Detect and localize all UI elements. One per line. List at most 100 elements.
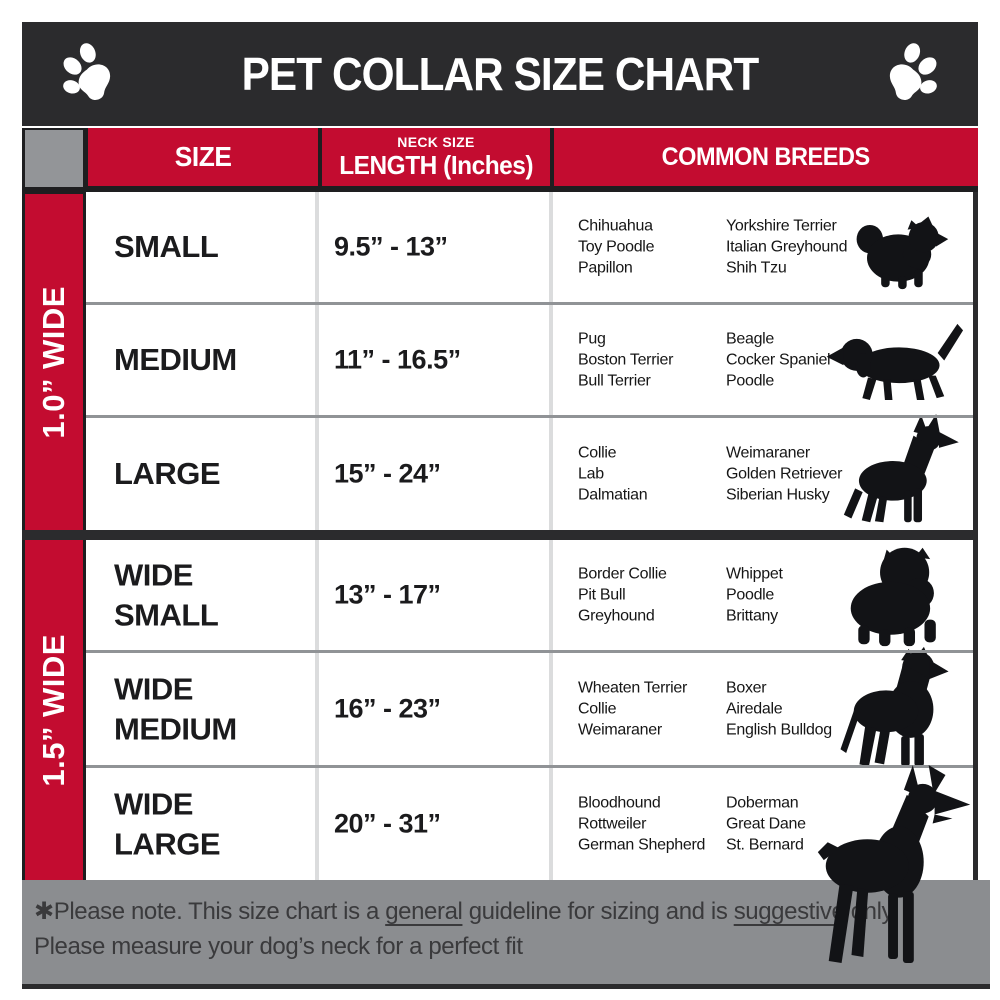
- breed: German Shepherd: [578, 836, 706, 854]
- bulldog-dog-icon: [850, 547, 936, 647]
- breed: Collie: [578, 700, 617, 718]
- doberman-dog-icon: [817, 765, 971, 963]
- breed: Border Collie: [578, 565, 667, 583]
- breed: Poodle: [726, 372, 775, 390]
- breed: Chihuahua: [578, 217, 653, 235]
- table-row-wide-small: WIDE SMALL 13” - 17” Border Collie Pit B…: [86, 540, 973, 650]
- breed: Weimaraner: [578, 721, 662, 739]
- page-title: PET COLLAR SIZE CHART: [241, 48, 760, 100]
- table-row-wide-large: WIDE LARGE 20” - 31” Bloodhound Rottweil…: [86, 768, 973, 880]
- footnote-underlined: suggestive: [733, 898, 845, 925]
- breed: Pit Bull: [578, 586, 626, 604]
- breed: Golden Retriever: [726, 465, 843, 483]
- footnote-text: Please note. This size chart is a: [53, 898, 386, 925]
- footnote-line-1: ✱Please note. This size chart is a gener…: [34, 894, 990, 929]
- size-label: WIDE MEDIUM: [114, 671, 237, 746]
- breed: English Bulldog: [726, 721, 832, 739]
- header-size-label: SIZE: [174, 141, 232, 172]
- neck-length-value: 16” - 23”: [334, 693, 441, 724]
- breed: Boxer: [726, 679, 767, 697]
- breed: Bull Terrier: [578, 372, 651, 390]
- table-header: SIZE NECK SIZE LENGTH (Inches) COMMON BR…: [86, 128, 978, 192]
- header-breeds-label: COMMON BREEDS: [661, 142, 871, 171]
- breeds-column-1: Border Collie Pit Bull Greyhound: [578, 564, 724, 627]
- breeds-column-1: Wheaten Terrier Collie Weimaraner: [578, 678, 724, 741]
- size-label: WIDE SMALL: [114, 557, 219, 632]
- breeds-column-2: Beagle Cocker Spaniel Poodle: [726, 329, 878, 392]
- corner-cell: [25, 130, 83, 187]
- breed: Great Dane: [726, 815, 806, 833]
- header-size: SIZE: [88, 128, 318, 186]
- breed: Collie: [578, 444, 617, 462]
- breeds-column-2: Doberman Great Dane St. Bernard: [726, 793, 878, 856]
- breeds-column-1: Pug Boston Terrier Bull Terrier: [578, 329, 724, 392]
- breeds-column-2: Boxer Airedale English Bulldog: [726, 678, 878, 741]
- breed: Pug: [578, 330, 606, 348]
- band-label: 1.5” WIDE: [36, 633, 71, 787]
- band-label: 1.0” WIDE: [36, 285, 71, 439]
- breed: Airedale: [726, 700, 783, 718]
- breed: Lab: [578, 465, 604, 483]
- breed: Boston Terrier: [578, 351, 674, 369]
- size-label: SMALL: [114, 229, 219, 265]
- table-row-small: SMALL 9.5” - 13” Chihuahua Toy Poodle Pa…: [86, 192, 973, 302]
- breed: Cocker Spaniel: [726, 351, 831, 369]
- asterisk-icon: ✱: [34, 898, 54, 925]
- breed: Italian Greyhound: [726, 238, 848, 256]
- table-row-medium: MEDIUM 11” - 16.5” Pug Boston Terrier Bu…: [86, 305, 973, 415]
- header-common-breeds: COMMON BREEDS: [554, 128, 978, 186]
- table-row-wide-medium: WIDE MEDIUM 16” - 23” Wheaten Terrier Co…: [86, 646, 973, 767]
- pomeranian-dog-icon: [856, 216, 949, 290]
- section-divider: [22, 530, 978, 540]
- breed: Papillon: [578, 259, 633, 277]
- header-length-label: LENGTH (Inches): [339, 149, 533, 180]
- size-label: MEDIUM: [114, 342, 237, 378]
- breed: Poodle: [726, 586, 775, 604]
- neck-length-value: 9.5” - 13”: [334, 231, 448, 262]
- footnote-bar: ✱Please note. This size chart is a gener…: [22, 880, 990, 989]
- breeds-column-1: Collie Lab Dalmatian: [578, 443, 724, 506]
- size-label: LARGE: [114, 456, 221, 492]
- breed: St. Bernard: [726, 836, 804, 854]
- row-separator: [86, 415, 973, 418]
- neck-length-value: 11” - 16.5”: [334, 344, 461, 375]
- width-band-column: 1.0” WIDE 1.5” WIDE: [22, 128, 86, 880]
- breed: Beagle: [726, 330, 775, 348]
- breed: Brittany: [726, 607, 778, 625]
- breed: Toy Poodle: [578, 238, 655, 256]
- footnote-underlined: general: [385, 898, 463, 925]
- breeds-column-2: Weimaraner Golden Retriever Siberian Hus…: [726, 443, 878, 506]
- row-separator: [86, 650, 973, 653]
- header-neck-size-label: NECK SIZE: [397, 133, 475, 150]
- pitbull-dog-icon: [840, 646, 949, 767]
- breed: Dalmatian: [578, 486, 648, 504]
- breed: Yorkshire Terrier: [726, 217, 837, 235]
- paw-icon: [63, 43, 111, 100]
- breed: Siberian Husky: [726, 486, 830, 504]
- footnote-line-2: Please measure your dog’s neck for a per…: [34, 933, 523, 960]
- breeds-column-2: Yorkshire Terrier Italian Greyhound Shih…: [726, 216, 878, 279]
- table-row-large: LARGE 15” - 24” Collie Lab Dalmatian Wei…: [86, 413, 973, 530]
- neck-length-value: 15” - 24”: [334, 458, 441, 489]
- breed: Shih Tzu: [726, 259, 787, 277]
- breed: Whippet: [726, 565, 783, 583]
- beagle-dog-icon: [826, 323, 964, 401]
- row-separator: [86, 765, 973, 768]
- title-bar: PET COLLAR SIZE CHART: [22, 22, 978, 126]
- neck-length-value: 13” - 17”: [334, 579, 441, 610]
- size-label: WIDE LARGE: [114, 786, 221, 861]
- german-shepherd-dog-icon: [843, 413, 959, 523]
- breed: Rottweiler: [578, 815, 647, 833]
- row-separator: [86, 302, 973, 305]
- neck-length-value: 20” - 31”: [334, 808, 441, 839]
- breed: Wheaten Terrier: [578, 679, 688, 697]
- paw-icon: [889, 43, 937, 100]
- header-neck-length: NECK SIZE LENGTH (Inches): [322, 128, 550, 186]
- band-1-5-wide: 1.5” WIDE: [25, 540, 83, 880]
- band-1-0-wide: 1.0” WIDE: [25, 194, 83, 530]
- breed: Bloodhound: [578, 794, 661, 812]
- breeds-column-1: Chihuahua Toy Poodle Papillon: [578, 216, 724, 279]
- breeds-column-2: Whippet Poodle Brittany: [726, 564, 878, 627]
- footnote-text: guideline for sizing and is: [462, 898, 734, 925]
